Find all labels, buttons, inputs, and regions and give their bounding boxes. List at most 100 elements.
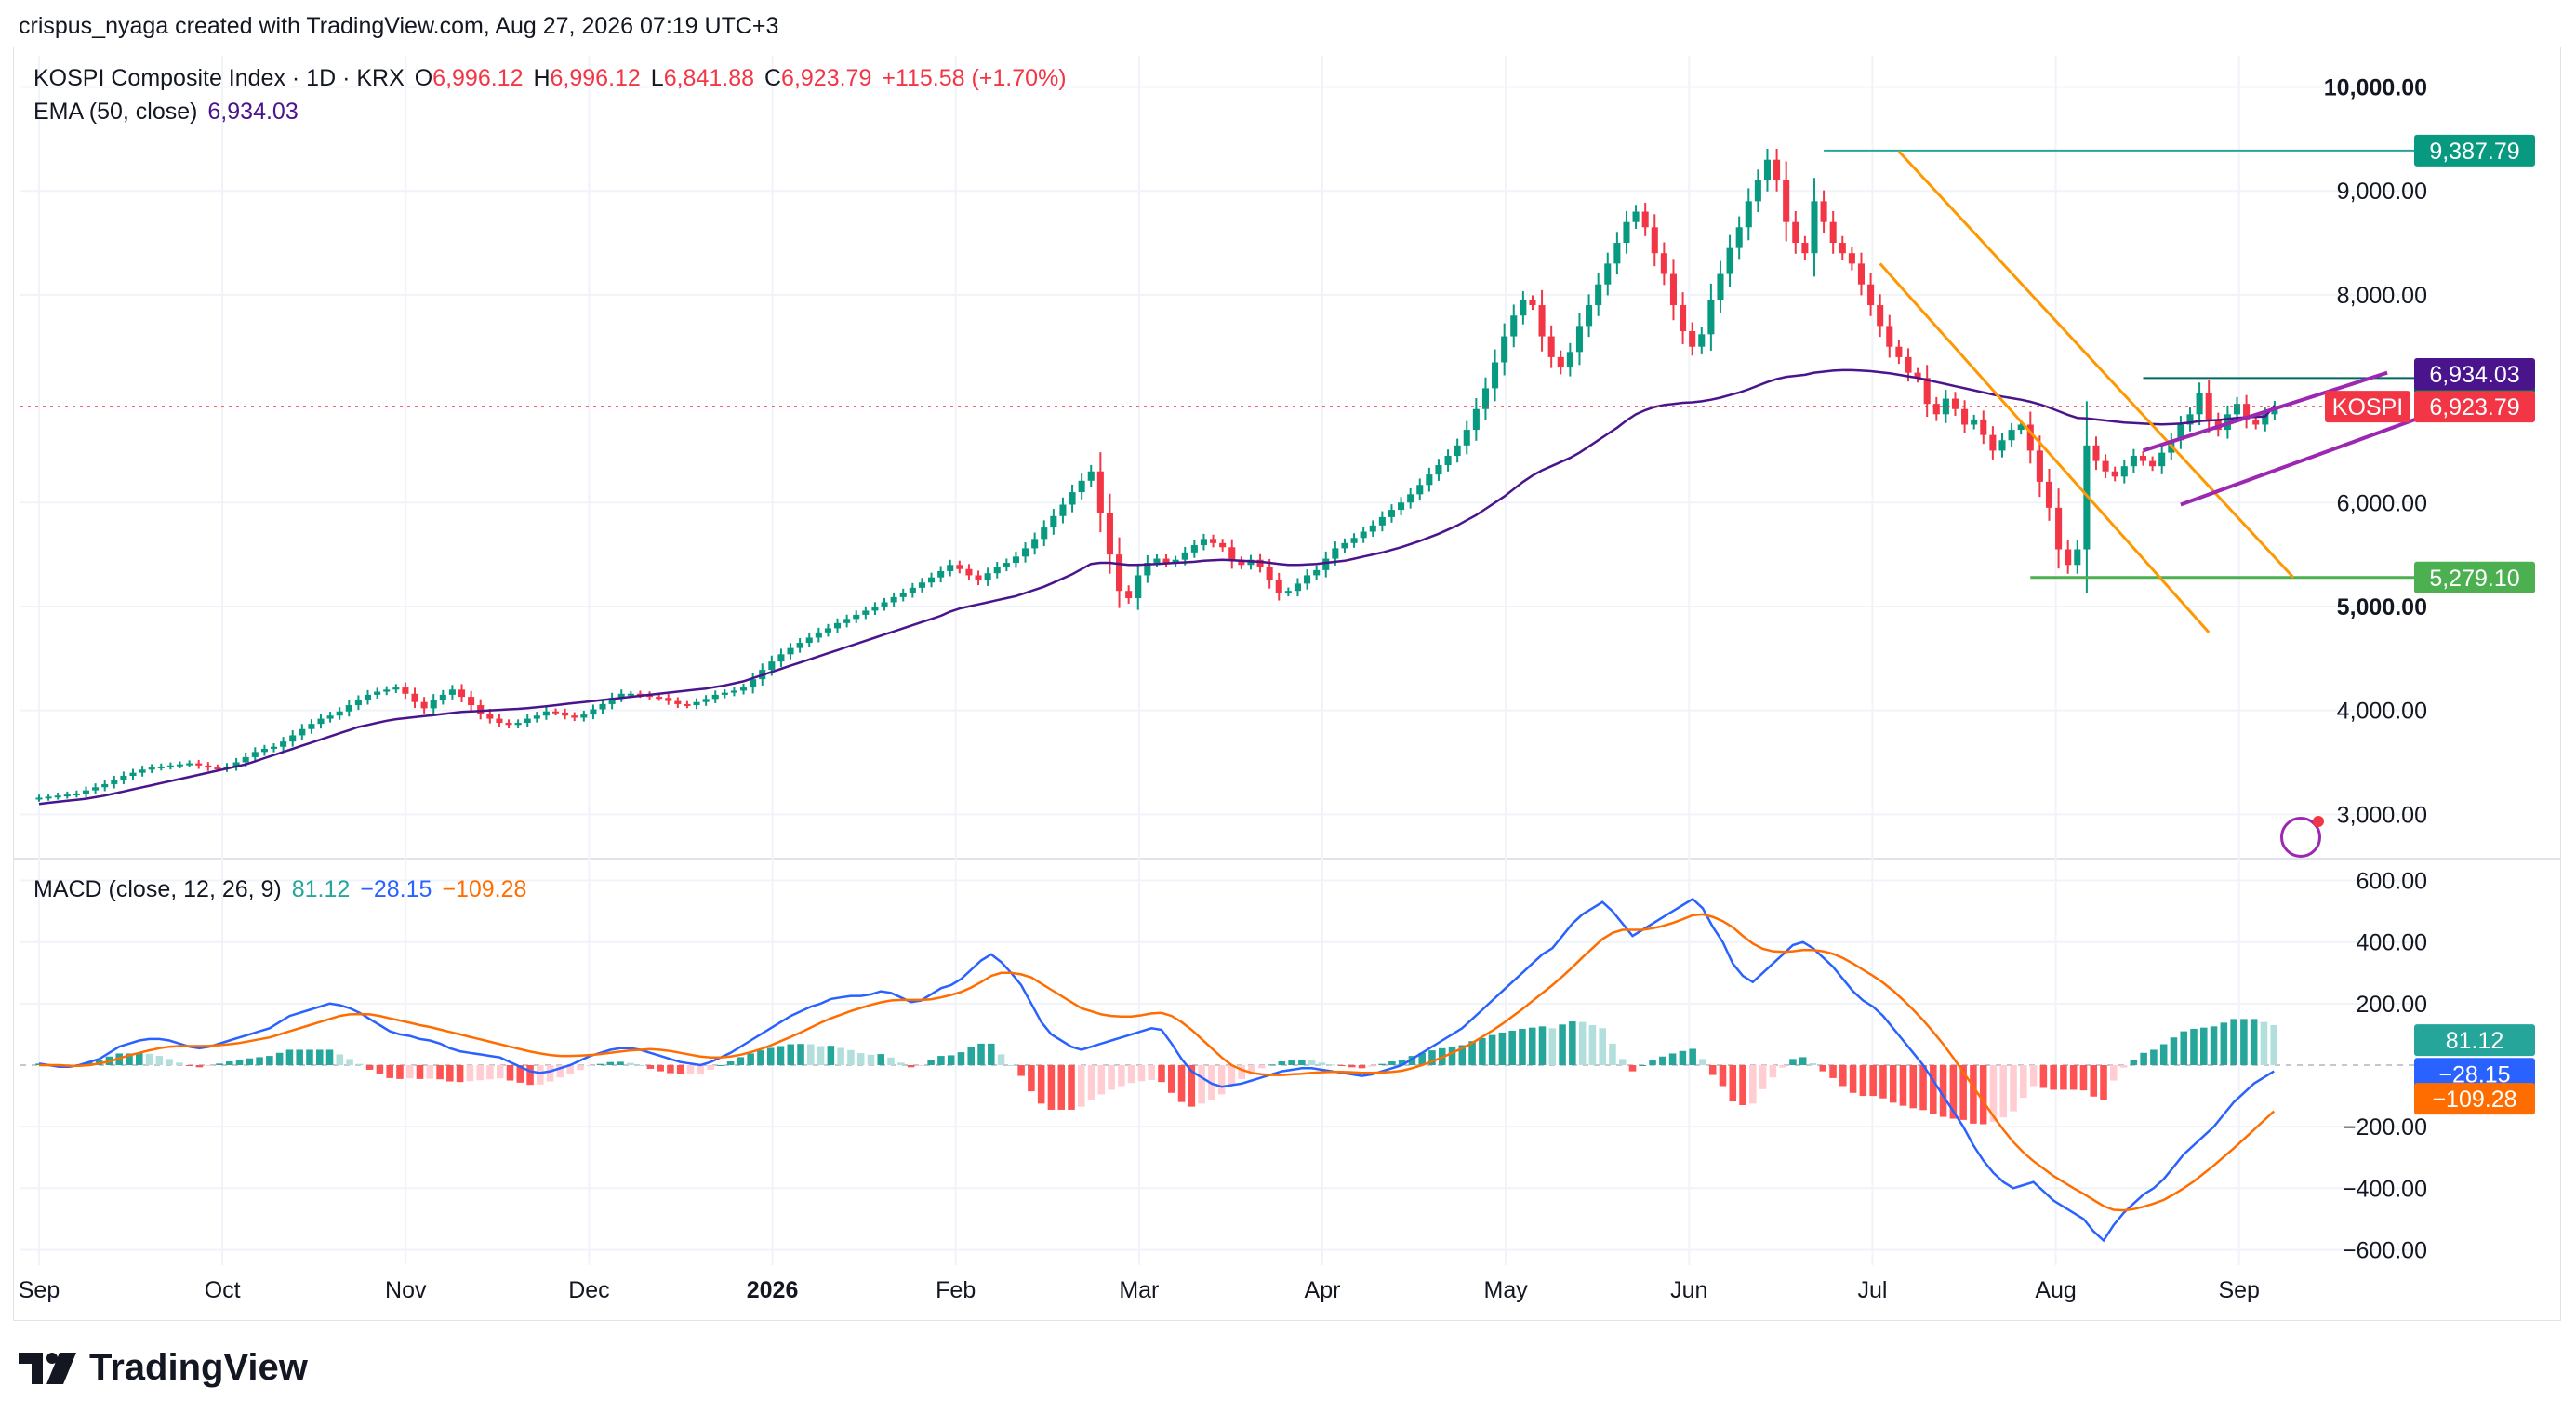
macd-histogram-bar bbox=[486, 1065, 494, 1080]
candle-body bbox=[2036, 450, 2043, 482]
candle-body bbox=[392, 687, 400, 690]
macd-label: MACD (close, 12, 26, 9) bbox=[33, 876, 282, 902]
macd-histogram-bar bbox=[1017, 1065, 1025, 1076]
candle-body bbox=[1520, 300, 1527, 316]
candle-body bbox=[1069, 492, 1076, 505]
candle bbox=[326, 712, 334, 723]
macd-histogram-bar bbox=[867, 1054, 875, 1065]
macd-histogram-bar bbox=[496, 1065, 504, 1079]
macd-histogram-bar bbox=[636, 1065, 644, 1066]
candle bbox=[1792, 210, 1799, 254]
macd-legend[interactable]: MACD (close, 12, 26, 9) 81.12 −28.15 −10… bbox=[33, 876, 530, 903]
candle-body bbox=[1932, 404, 1940, 415]
price-tag-value: −109.28 bbox=[2432, 1087, 2516, 1113]
candle bbox=[1069, 484, 1076, 513]
candle-body bbox=[486, 713, 494, 719]
candle bbox=[1932, 396, 1940, 421]
tradingview-logo[interactable]: TradingView bbox=[19, 1347, 308, 1389]
candle bbox=[599, 699, 606, 714]
symbol-legend[interactable]: KOSPI Composite Index · 1D · KRX O6,996.… bbox=[33, 65, 1070, 92]
macd-histogram-bar bbox=[1177, 1065, 1186, 1102]
candle bbox=[721, 688, 728, 699]
candle bbox=[918, 578, 925, 593]
candle bbox=[1378, 511, 1386, 532]
macd-histogram-bar bbox=[856, 1053, 865, 1065]
candle bbox=[2045, 468, 2053, 521]
macd-tick-label: −400.00 bbox=[2343, 1176, 2427, 1202]
candle-body bbox=[1116, 554, 1123, 592]
candle-body bbox=[824, 628, 831, 633]
candle bbox=[120, 771, 127, 785]
candle-body bbox=[2017, 424, 2025, 431]
macd-histogram-bar bbox=[1739, 1065, 1746, 1105]
candle bbox=[2139, 450, 2147, 466]
candle-body bbox=[1829, 221, 1837, 244]
macd-histogram-bar bbox=[1228, 1065, 1236, 1086]
candle bbox=[1895, 340, 1903, 365]
macd-histogram-bar bbox=[426, 1065, 434, 1079]
candle bbox=[411, 687, 418, 709]
price-pane[interactable] bbox=[20, 148, 2353, 806]
candle bbox=[1586, 294, 1593, 338]
trendline-drawings[interactable] bbox=[1824, 149, 2445, 633]
candle-body bbox=[1472, 408, 1480, 431]
candle bbox=[1200, 533, 1207, 551]
price-tick-label: 8,000.00 bbox=[2337, 283, 2427, 309]
macd-histogram-bar bbox=[1458, 1045, 1467, 1065]
candle-body bbox=[1050, 515, 1057, 528]
macd-histogram-bar bbox=[566, 1065, 574, 1074]
candle-body bbox=[1857, 263, 1866, 285]
candle bbox=[730, 687, 737, 697]
macd-histogram-bar bbox=[1188, 1065, 1196, 1107]
candle-body bbox=[1735, 227, 1743, 248]
lightning-icon[interactable] bbox=[2280, 816, 2324, 858]
rising-channel-lower bbox=[2180, 407, 2445, 507]
price-tag-box bbox=[2414, 1083, 2535, 1115]
candle bbox=[1707, 283, 1715, 351]
candle bbox=[1350, 533, 1358, 548]
candle bbox=[1867, 273, 1875, 316]
candle bbox=[73, 790, 80, 798]
candle-body bbox=[1613, 243, 1621, 264]
candle-body bbox=[1623, 221, 1630, 244]
candle bbox=[1651, 214, 1658, 267]
ema-legend[interactable]: EMA (50, close) 6,934.03 bbox=[33, 99, 302, 126]
macd-histogram-bar bbox=[365, 1065, 374, 1070]
macd-histogram-bar bbox=[376, 1065, 384, 1074]
candle-body bbox=[890, 596, 897, 603]
candle bbox=[1980, 410, 1987, 445]
macd-histogram-bar bbox=[466, 1065, 474, 1082]
price-tag: KOSPI 6,923.79 bbox=[2325, 391, 2535, 423]
macd-histogram-bar bbox=[1408, 1056, 1416, 1065]
candle bbox=[787, 643, 794, 660]
macd-histogram-bar bbox=[1127, 1065, 1135, 1084]
high-value: 6,996.12 bbox=[550, 65, 641, 91]
candle bbox=[984, 567, 991, 586]
candle-body bbox=[1641, 211, 1649, 228]
ema-label: EMA (50, close) bbox=[33, 99, 198, 125]
macd-histogram-bar bbox=[897, 1062, 905, 1065]
macd-histogram-bar bbox=[957, 1052, 965, 1065]
candle bbox=[2008, 422, 2015, 447]
candle bbox=[2130, 448, 2137, 473]
candle bbox=[2026, 411, 2034, 464]
macd-histogram-bar bbox=[2170, 1037, 2178, 1065]
candle-body bbox=[853, 614, 860, 620]
grid bbox=[13, 56, 2561, 1265]
macd-histogram-bar bbox=[216, 1063, 223, 1065]
macd-histogram-bar bbox=[1498, 1032, 1507, 1065]
macd-histogram-bar bbox=[1939, 1065, 1947, 1117]
macd-histogram-bar bbox=[2130, 1060, 2138, 1065]
candle bbox=[392, 684, 400, 693]
macd-pane[interactable] bbox=[35, 897, 2277, 1243]
candle-body bbox=[1763, 159, 1772, 181]
price-tick-label: 10,000.00 bbox=[2324, 75, 2427, 101]
macd-histogram-bar bbox=[1729, 1065, 1737, 1102]
macd-histogram-bar bbox=[1097, 1065, 1106, 1095]
candle-body bbox=[1492, 362, 1499, 389]
candle-body bbox=[1895, 346, 1903, 357]
macd-tick-label: −600.00 bbox=[2343, 1237, 2427, 1263]
candle bbox=[656, 693, 663, 701]
candle bbox=[1998, 433, 2006, 458]
